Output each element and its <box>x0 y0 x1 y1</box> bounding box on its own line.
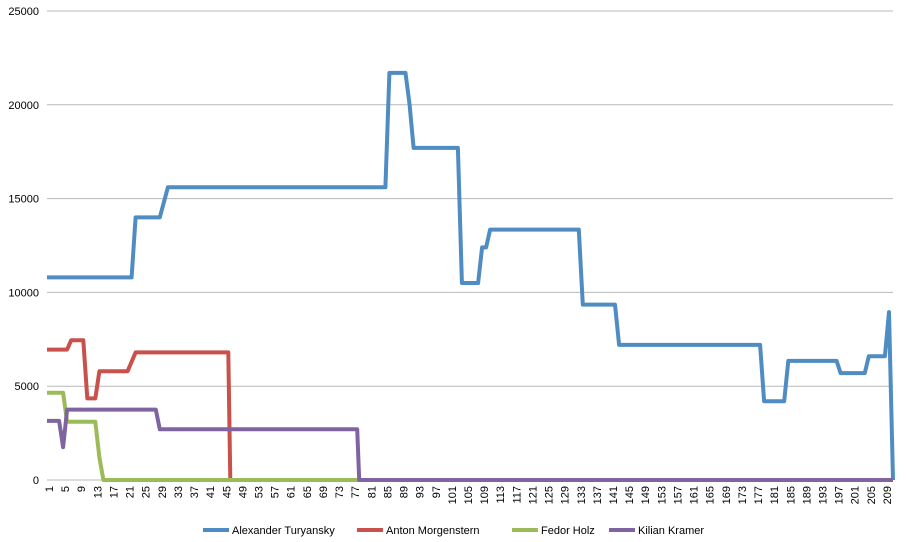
x-tick-label: 201 <box>850 486 862 504</box>
x-tick-label: 181 <box>769 486 781 504</box>
x-tick-label: 25 <box>141 486 153 498</box>
x-tick-label: 33 <box>173 486 185 498</box>
x-tick-label: 145 <box>624 486 636 504</box>
x-tick-label: 133 <box>576 486 588 504</box>
x-tick-label: 69 <box>318 486 330 498</box>
x-tick-label: 125 <box>544 486 556 504</box>
x-tick-label: 5 <box>60 486 72 492</box>
x-tick-label: 9 <box>76 486 88 492</box>
x-tick-label: 73 <box>334 486 346 498</box>
x-tick-label: 105 <box>463 486 475 504</box>
x-tick-label: 161 <box>689 486 701 504</box>
x-tick-label: 173 <box>737 486 749 504</box>
series-line-fedor-holz <box>47 390 893 482</box>
x-tick-label: 37 <box>189 486 201 498</box>
x-tick-label: 101 <box>447 486 459 504</box>
x-tick-label: 89 <box>399 486 411 498</box>
x-tick-label: 205 <box>866 486 878 504</box>
x-tick-label: 209 <box>882 486 894 504</box>
x-tick-label: 121 <box>527 486 539 504</box>
x-tick-label: 93 <box>415 486 427 498</box>
x-tick-label: 149 <box>640 486 652 504</box>
gridlines <box>47 10 893 481</box>
x-tick-label: 53 <box>254 486 266 498</box>
x-tick-label: 157 <box>672 486 684 504</box>
y-tick-label: 25000 <box>8 6 39 18</box>
x-tick-label: 49 <box>237 486 249 498</box>
legend: Alexander Turyansky Anton Morgenstern Fedo… <box>203 525 704 537</box>
x-tick-label: 137 <box>592 486 604 504</box>
x-tick-label: 85 <box>382 486 394 498</box>
legend-label: Alexander Turyansky <box>232 525 335 537</box>
legend-label: Anton Morgenstern <box>386 525 480 537</box>
x-tick-label: 193 <box>818 486 830 504</box>
x-tick-label: 41 <box>205 486 217 498</box>
x-axis-tick-labels: 1 5 9 13 17 21 25 29 33 37 41 45 49 53 57 61 65 69 73 77 81 8… <box>44 486 894 504</box>
series-line-anton-morgenstern <box>47 338 893 482</box>
x-tick-label: 109 <box>479 486 491 504</box>
x-tick-label: 13 <box>92 486 104 498</box>
x-tick-label: 65 <box>302 486 314 498</box>
series-lines <box>47 70 895 482</box>
y-tick-label: 20000 <box>8 100 39 112</box>
x-tick-label: 1 <box>44 486 56 492</box>
x-tick-label: 169 <box>721 486 733 504</box>
x-tick-label: 77 <box>350 486 362 498</box>
x-tick-label: 21 <box>125 486 137 498</box>
x-tick-label: 117 <box>511 486 523 504</box>
x-tick-label: 61 <box>286 486 298 498</box>
series-line-alexander-turyansky <box>47 70 895 481</box>
y-tick-label: 10000 <box>8 287 39 299</box>
x-tick-label: 189 <box>801 486 813 504</box>
x-tick-label: 129 <box>560 486 572 504</box>
legend-label: Kilian Kramer <box>638 525 704 537</box>
x-tick-label: 197 <box>834 486 846 504</box>
x-tick-label: 97 <box>431 486 443 498</box>
x-tick-label: 57 <box>270 486 282 498</box>
y-tick-label: 5000 <box>15 381 39 393</box>
x-tick-label: 45 <box>221 486 233 498</box>
x-tick-label: 141 <box>608 486 620 504</box>
legend-label: Fedor Holz <box>541 525 595 537</box>
x-tick-label: 113 <box>495 486 507 504</box>
x-tick-label: 177 <box>753 486 765 504</box>
series-line-kilian-kramer <box>47 407 893 482</box>
x-tick-label: 153 <box>656 486 668 504</box>
x-tick-label: 17 <box>108 486 120 498</box>
x-tick-label: 81 <box>366 486 378 498</box>
y-tick-label: 15000 <box>8 194 39 206</box>
x-tick-label: 185 <box>785 486 797 504</box>
x-tick-label: 165 <box>705 486 717 504</box>
y-tick-label: 0 <box>33 475 39 487</box>
x-tick-label: 29 <box>157 486 169 498</box>
y-axis-tick-labels: 0 5000 10000 15000 20000 25000 <box>8 6 39 487</box>
